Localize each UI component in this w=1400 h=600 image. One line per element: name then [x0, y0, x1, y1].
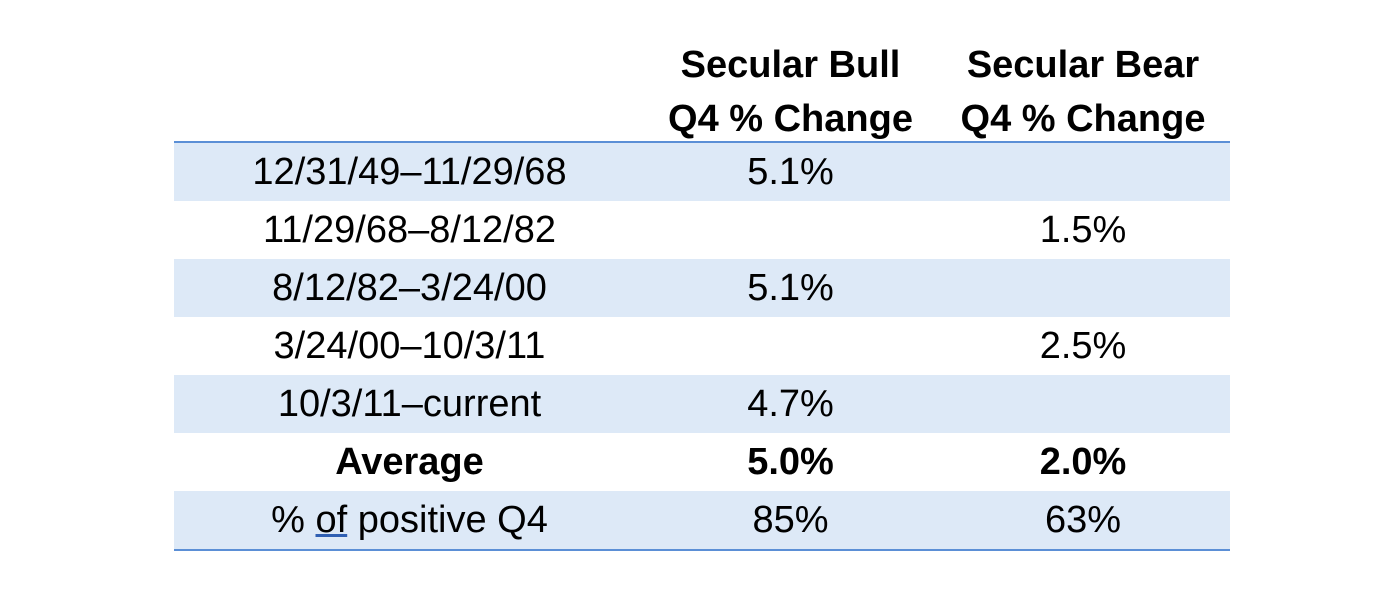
average-label: Average [335, 440, 484, 483]
positive-label-of: of [315, 498, 348, 541]
bull-cell: 5.1% [747, 150, 834, 193]
positive-label-post: positive Q4 [347, 498, 548, 541]
positive-bear: 63% [1044, 498, 1122, 541]
header-bear-line2: Q4 % Change [960, 98, 1206, 140]
bull-cell: 4.7% [747, 382, 834, 425]
table-row: 8/12/82–3/24/00 5.1% [174, 259, 1230, 317]
average-row: Average 5.0% 2.0% [174, 433, 1230, 491]
header-bear-line1: Secular Bear [966, 44, 1200, 86]
bear-cell: 1.5% [1039, 208, 1127, 251]
bear-cell: 2.5% [1039, 324, 1127, 367]
bull-cell: 5.1% [747, 266, 834, 309]
header-secular-bull: Secular Bull Q4 % Change [645, 38, 936, 141]
header-period [174, 38, 645, 141]
table-row: 3/24/00–10/3/11 2.5% [174, 317, 1230, 375]
average-bear: 2.0% [1039, 440, 1127, 483]
positive-label-pre: % [271, 498, 316, 541]
period-cell: 12/31/49–11/29/68 [252, 150, 567, 193]
table-row: 12/31/49–11/29/68 5.1% [174, 143, 1230, 201]
period-cell: 10/3/11–current [277, 382, 542, 425]
positive-bull: 85% [752, 498, 829, 541]
header-secular-bear: Secular Bear Q4 % Change [936, 38, 1230, 141]
table-row: 10/3/11–current 4.7% [174, 375, 1230, 433]
table-header: Secular Bull Q4 % Change Secular Bear Q4… [174, 38, 1230, 143]
period-cell: 11/29/68–8/12/82 [262, 208, 556, 251]
header-bull-line2: Q4 % Change [668, 98, 913, 140]
period-cell: 8/12/82–3/24/00 [272, 266, 547, 309]
header-bull-line1: Secular Bull [680, 44, 901, 86]
average-bull: 5.0% [747, 440, 834, 483]
period-cell: 3/24/00–10/3/11 [273, 324, 546, 367]
positive-q4-row: % of positive Q4 85% 63% [174, 491, 1230, 551]
positive-q4-label: % of positive Q4 [174, 499, 645, 542]
table-row: 11/29/68–8/12/82 1.5% [174, 201, 1230, 259]
q4-change-table: Secular Bull Q4 % Change Secular Bear Q4… [174, 38, 1230, 551]
